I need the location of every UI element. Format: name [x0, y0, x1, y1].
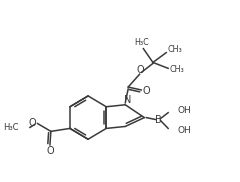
Text: O: O: [28, 118, 36, 128]
Text: CH₃: CH₃: [169, 65, 184, 74]
Text: O: O: [46, 146, 54, 156]
Text: H₃C: H₃C: [3, 123, 18, 132]
Text: CH₃: CH₃: [168, 45, 182, 54]
Text: OH: OH: [178, 126, 192, 135]
Text: B: B: [155, 114, 162, 124]
Text: OH: OH: [178, 106, 192, 115]
Text: H₃C: H₃C: [134, 38, 149, 47]
Text: O: O: [142, 86, 150, 96]
Text: O: O: [137, 65, 144, 75]
Text: N: N: [124, 95, 131, 105]
